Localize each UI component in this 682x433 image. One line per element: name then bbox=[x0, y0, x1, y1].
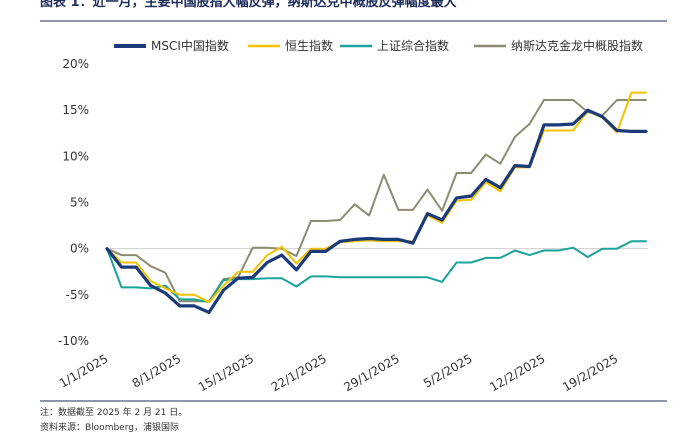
x-tick-label: 19/2/2025 bbox=[560, 351, 620, 394]
x-tick-label: 12/2/2025 bbox=[487, 351, 547, 394]
y-tick-label: 15% bbox=[62, 103, 89, 117]
y-tick-label: -10% bbox=[58, 334, 89, 348]
chart-title: 图表 1：近一月，主要中国股指大幅反弹，纳斯达克中概股反弹幅度最大 bbox=[40, 0, 457, 10]
y-axis: -10% -5% 0% 5% 10% 15% 20% bbox=[58, 57, 89, 348]
y-tick-label: 5% bbox=[70, 196, 89, 210]
source-note: 资料来源：Bloomberg，浦银国际 bbox=[40, 423, 179, 433]
y-tick-label: 20% bbox=[62, 57, 89, 71]
legend-label: 恒生指数 bbox=[285, 38, 333, 53]
x-tick-label: 8/1/2025 bbox=[130, 351, 184, 390]
x-tick-label: 15/1/2025 bbox=[196, 351, 256, 394]
y-tick-label: 10% bbox=[62, 149, 89, 163]
y-tick-label: 0% bbox=[70, 242, 89, 256]
x-tick-label: 1/1/2025 bbox=[57, 351, 111, 390]
legend-label: 纳斯达克金龙中概股指数 bbox=[511, 38, 643, 53]
legend-label: MSCI中国指数 bbox=[151, 38, 229, 53]
series-line-2 bbox=[106, 240, 647, 304]
x-axis: 1/1/2025 8/1/2025 15/1/2025 22/1/2025 29/1/2… bbox=[57, 351, 621, 394]
legend: MSCI中国指数 恒生指数 上证综合指数 纳斯达克金龙中概股指数 bbox=[114, 38, 643, 53]
legend-label: 上证综合指数 bbox=[377, 38, 449, 53]
series-lines bbox=[105, 91, 648, 314]
series-line-1 bbox=[106, 91, 647, 304]
series-line-3 bbox=[106, 99, 647, 303]
x-tick-label: 29/1/2025 bbox=[342, 351, 402, 394]
x-tick-label: 22/1/2025 bbox=[269, 351, 329, 394]
x-tick-label: 5/2/2025 bbox=[421, 351, 475, 390]
footnote: 注：数据截至 2025 年 2 月 21 日。 bbox=[40, 408, 188, 418]
y-tick-label: -5% bbox=[66, 288, 89, 302]
series-line-0 bbox=[105, 108, 648, 314]
